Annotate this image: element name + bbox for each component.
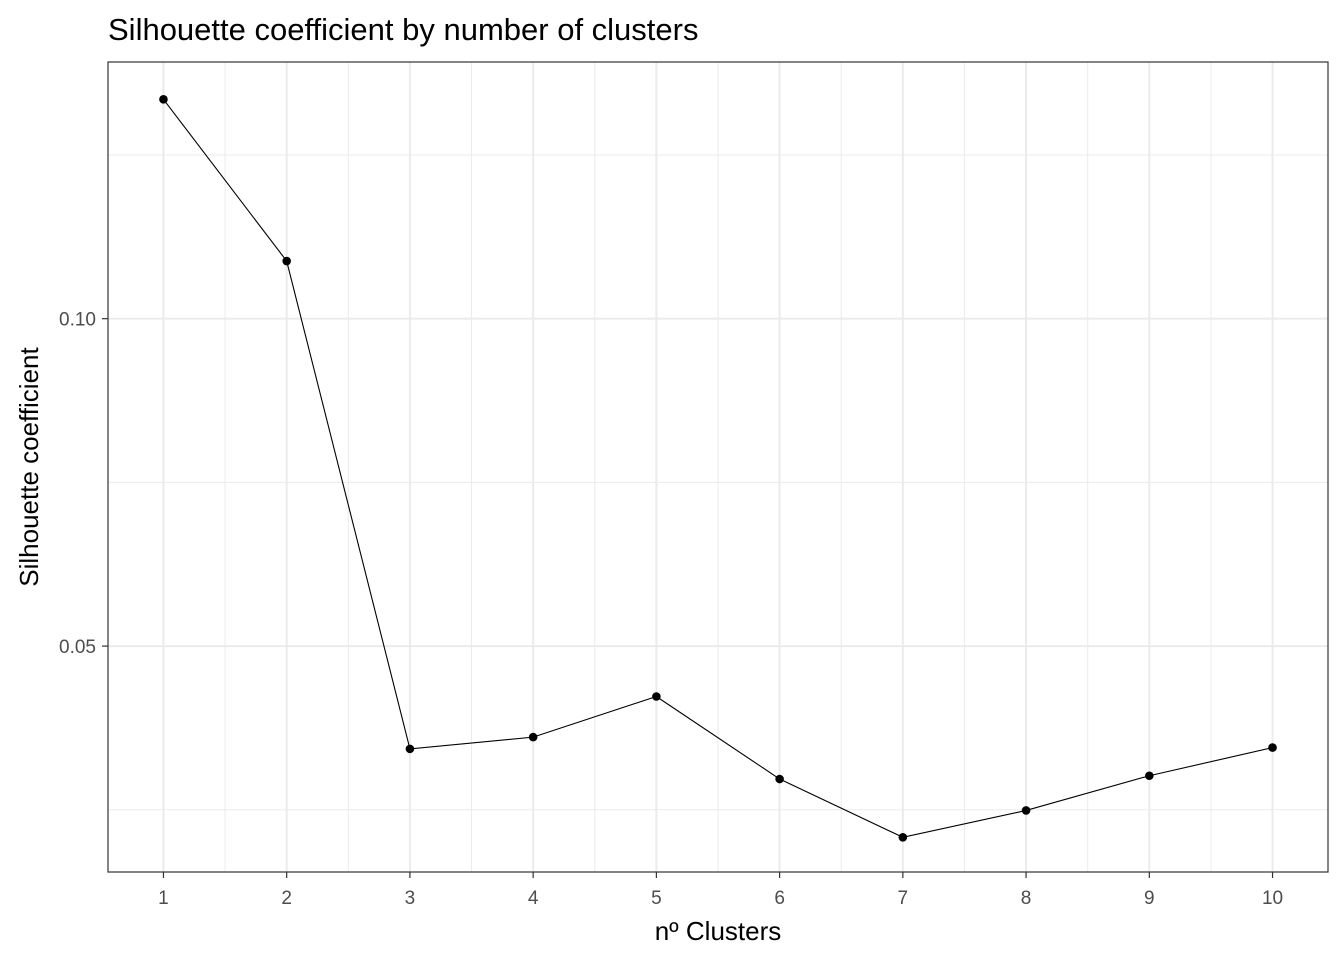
x-tick-label: 9 (1144, 888, 1155, 909)
series-line (163, 98, 1273, 838)
y-tick-label: 0.05 (59, 637, 96, 658)
y-axis: 0.05 0.10 (59, 310, 108, 658)
x-tick-label: 7 (898, 888, 909, 909)
data-point (1268, 743, 1277, 752)
x-tick-label: 1 (158, 888, 169, 909)
data-point (159, 95, 168, 104)
x-axis-title: nº Clusters (655, 916, 782, 946)
chart-title: Silhouette coefficient by number of clus… (108, 12, 698, 47)
x-tick-label: 8 (1021, 888, 1032, 909)
data-point (1145, 771, 1154, 781)
data-point (282, 256, 291, 266)
x-axis: 1 2 3 4 5 6 7 8 9 10 (158, 872, 1283, 909)
x-tick-label: 2 (281, 888, 292, 909)
x-tick-label: 6 (774, 888, 785, 909)
x-tick-label: 5 (651, 888, 662, 909)
data-point (775, 774, 784, 784)
x-tick-label: 3 (405, 888, 416, 909)
series-line-layer (163, 98, 1273, 838)
data-point (1021, 806, 1031, 815)
y-tick-label: 0.10 (59, 310, 96, 331)
data-points (159, 95, 1277, 842)
x-tick-label: 4 (528, 888, 539, 909)
panel-border (107, 61, 1329, 873)
data-point (528, 732, 538, 742)
data-point (405, 744, 415, 754)
data-point (652, 692, 661, 701)
x-tick-label: 10 (1262, 888, 1283, 909)
data-point (898, 832, 908, 842)
grid (108, 62, 1328, 872)
y-axis-title: Silhouette coefficient (14, 346, 44, 586)
